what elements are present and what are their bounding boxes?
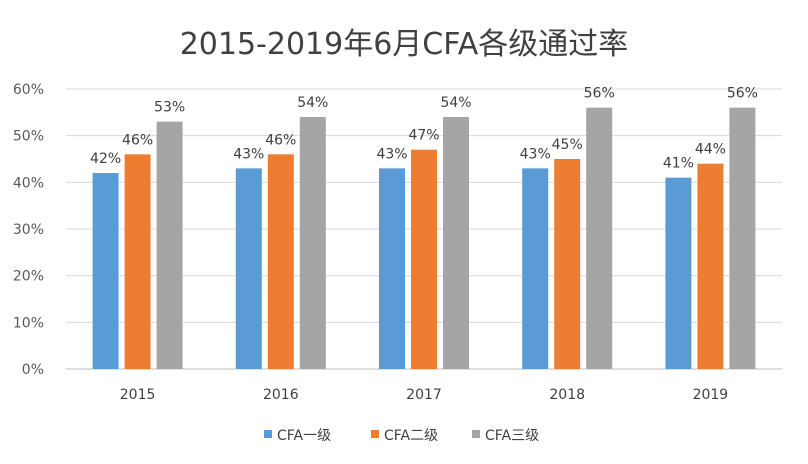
data-label: 46% [265,132,296,148]
data-label: 47% [408,128,439,144]
bar [92,173,119,369]
bar [124,154,151,369]
data-label: 42% [90,151,121,167]
data-label: 56% [727,86,758,102]
bars [92,107,756,370]
x-tick-label: 2016 [263,387,299,403]
legend-item: CFA一级 [264,428,331,444]
data-label: 44% [695,142,726,158]
data-label: 56% [584,86,615,102]
data-label: 54% [440,95,471,111]
data-label: 43% [376,146,407,162]
bar [267,154,294,369]
legend-item: CFA三级 [472,428,539,444]
y-tick-label: 30% [13,222,44,238]
data-label: 45% [552,137,583,153]
data-labels: 42%46%53%43%46%54%43%47%54%43%45%56%41%4… [90,86,758,172]
bar [443,117,469,369]
data-label: 41% [663,156,694,172]
y-axis: 0% 10% 20% 30% 40% 50% 60% [13,82,44,378]
bar [379,168,405,369]
legend-label: CFA一级 [277,428,331,444]
bar [411,149,437,369]
data-label: 46% [122,132,153,148]
x-tick-label: 2018 [549,387,585,403]
data-label: 43% [520,146,551,162]
chart-title: 2015-2019年6月CFA各级通过率 [180,27,629,62]
legend: CFA一级 CFA二级 CFA三级 [264,428,539,444]
y-tick-label: 60% [13,82,44,98]
y-tick-label: 50% [13,129,44,145]
bar [522,168,549,369]
data-label: 54% [297,95,328,111]
bar [554,159,581,369]
data-label: 43% [233,146,264,162]
bar [235,168,262,369]
x-tick-label: 2019 [693,387,729,403]
legend-swatch [264,430,272,438]
x-axis: 2015 2016 2017 2018 2019 [120,387,728,403]
legend-label: CFA三级 [485,428,539,444]
legend-swatch [472,430,480,438]
y-tick-label: 10% [13,315,44,331]
legend-label: CFA二级 [384,428,438,444]
x-tick-label: 2017 [406,387,442,403]
y-tick-label: 20% [13,269,44,285]
bar [586,107,613,370]
legend-item: CFA二级 [371,428,438,444]
legend-swatch [371,430,379,438]
bar [729,107,756,370]
bar [299,117,326,369]
bar [665,177,692,369]
x-tick-label: 2015 [120,387,156,403]
bar [156,121,183,370]
y-tick-label: 40% [13,175,44,191]
bar [697,163,724,369]
y-tick-label: 0% [22,362,44,378]
data-label: 53% [154,100,185,116]
